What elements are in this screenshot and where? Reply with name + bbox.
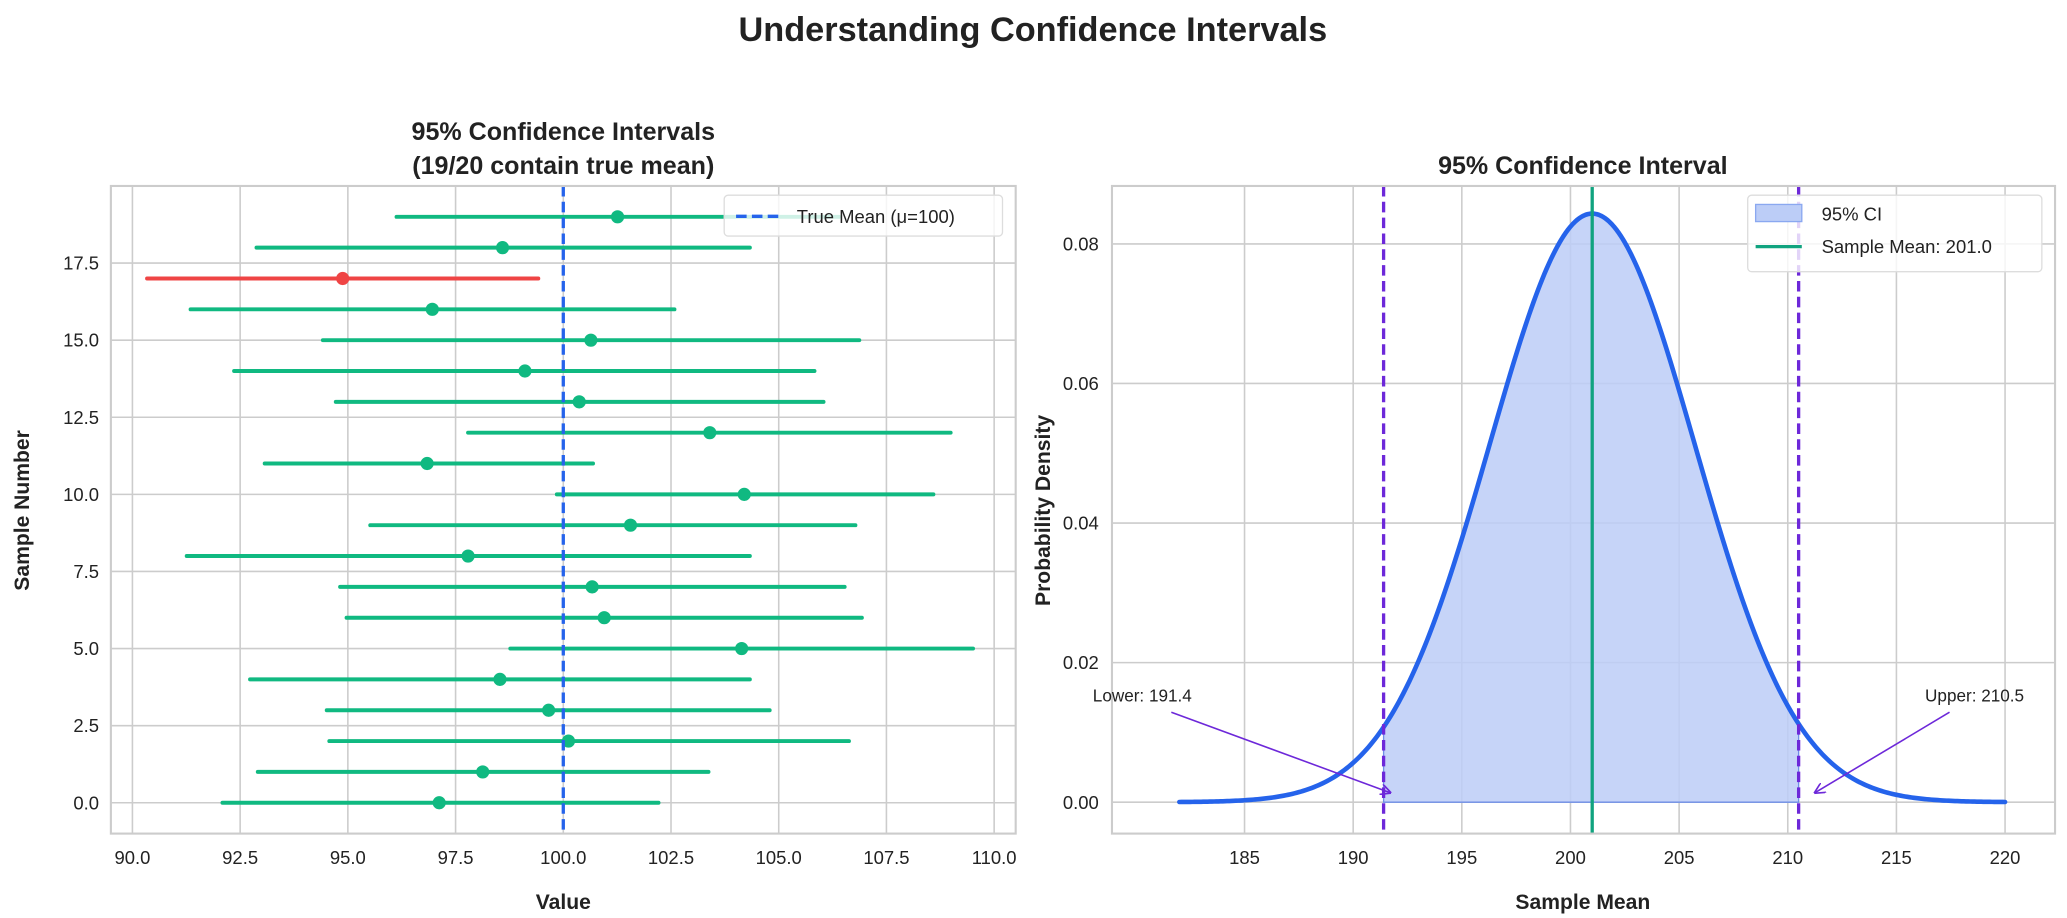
sample-mean-point bbox=[336, 271, 350, 286]
right-x-tick-label: 220 bbox=[1990, 847, 2021, 868]
right-xlabel: Sample Mean bbox=[1515, 891, 1650, 914]
right-x-tick-label: 215 bbox=[1881, 847, 1912, 868]
sample-mean-point bbox=[476, 765, 490, 779]
legend-true-mean-label: True Mean (μ=100) bbox=[797, 206, 955, 227]
sample-mean-point bbox=[495, 241, 510, 255]
right-x-tick-label: 200 bbox=[1555, 847, 1586, 868]
right-x-tick-label: 210 bbox=[1772, 847, 1803, 868]
left-y-tick-label: 10.0 bbox=[63, 484, 99, 505]
right-legend: 95% CI Sample Mean: 201.0 bbox=[1747, 194, 2043, 273]
left-axes-frame bbox=[109, 184, 1017, 835]
sample-mean-point bbox=[425, 302, 439, 316]
left-y-tick-label: 12.5 bbox=[63, 407, 99, 428]
left-x-tick-label: 102.5 bbox=[648, 847, 694, 868]
sample-mean-point bbox=[735, 641, 749, 656]
right-chart: 185 190 195 200 205 210 215 220 0.00 0.02 0.04 0.06… bbox=[1032, 152, 2057, 914]
right-y-tick-label: 0.06 bbox=[1063, 373, 1099, 394]
left-y-tick-label: 7.5 bbox=[73, 561, 99, 582]
right-title: 95% Confidence Interval bbox=[1438, 152, 1728, 180]
right-y-tick-label: 0.02 bbox=[1063, 652, 1099, 673]
legend-ci-swatch bbox=[1754, 203, 1803, 223]
left-x-tick-label: 97.5 bbox=[438, 847, 474, 868]
sample-mean-point bbox=[461, 549, 475, 563]
left-y-tick-label: 17.5 bbox=[63, 253, 99, 274]
left-chart: 90.0 92.5 95.0 97.5 100.0 102.5 105.0 107.5 110.… bbox=[11, 118, 1017, 914]
right-x-tick-label: 185 bbox=[1229, 847, 1260, 868]
sample-mean-point bbox=[703, 426, 717, 440]
left-ylabel: Sample Number bbox=[11, 430, 34, 591]
right-axes-frame bbox=[1110, 184, 2057, 835]
left-x-tick-label: 90.0 bbox=[114, 847, 150, 868]
right-y-tick-label: 0.00 bbox=[1063, 792, 1099, 813]
right-x-tick-label: 195 bbox=[1446, 847, 1477, 868]
sample-mean-point bbox=[623, 518, 638, 532]
sample-mean-point bbox=[610, 210, 625, 224]
left-x-tick-label: 107.5 bbox=[863, 847, 909, 868]
right-y-tick-label: 0.08 bbox=[1063, 233, 1099, 254]
left-y-tick-label: 15.0 bbox=[63, 330, 99, 351]
left-y-tick-label: 5.0 bbox=[73, 638, 99, 659]
left-title-line2: (19/20 contain true mean) bbox=[412, 152, 714, 180]
legend-ci-label: 95% CI bbox=[1822, 203, 1883, 224]
lower-annotation: Lower: 191.4 bbox=[1093, 686, 1192, 706]
upper-annotation: Upper: 210.5 bbox=[1925, 686, 2024, 706]
left-xlabel: Value bbox=[536, 891, 591, 914]
left-x-tick-label: 100.0 bbox=[540, 847, 586, 868]
left-title-line1: 95% Confidence Intervals bbox=[412, 118, 715, 146]
sample-mean-point bbox=[584, 333, 598, 347]
right-x-tick-label: 205 bbox=[1664, 847, 1695, 868]
upper-annotation-arrow bbox=[1815, 711, 1950, 792]
suptitle: Understanding Confidence Intervals bbox=[739, 11, 1328, 49]
left-x-tick-label: 92.5 bbox=[222, 847, 258, 868]
sample-mean-point bbox=[432, 796, 446, 810]
left-y-tick-label: 0.0 bbox=[73, 792, 99, 813]
right-y-tick-label: 0.04 bbox=[1063, 513, 1099, 534]
sample-mean-point bbox=[561, 734, 576, 748]
sample-mean-point bbox=[420, 456, 434, 471]
legend-sample-mean-label: Sample Mean: 201.0 bbox=[1822, 236, 1992, 257]
sample-mean-point bbox=[493, 672, 507, 686]
left-legend: True Mean (μ=100) bbox=[723, 194, 1004, 237]
left-x-tick-label: 95.0 bbox=[330, 847, 366, 868]
sample-mean-point bbox=[585, 580, 599, 594]
sample-mean-point bbox=[572, 395, 586, 409]
right-ylabel: Probability Density bbox=[1032, 415, 1055, 606]
sample-mean-point bbox=[737, 487, 751, 501]
sample-mean-point bbox=[597, 611, 611, 625]
left-x-tick-label: 105.0 bbox=[756, 847, 802, 868]
right-x-tick-label: 190 bbox=[1338, 847, 1369, 868]
left-y-tick-label: 2.5 bbox=[73, 715, 99, 736]
sample-mean-point bbox=[542, 703, 556, 717]
lower-annotation-arrow bbox=[1171, 711, 1390, 792]
sample-mean-point bbox=[518, 364, 532, 378]
left-x-tick-label: 110.0 bbox=[972, 847, 1017, 868]
